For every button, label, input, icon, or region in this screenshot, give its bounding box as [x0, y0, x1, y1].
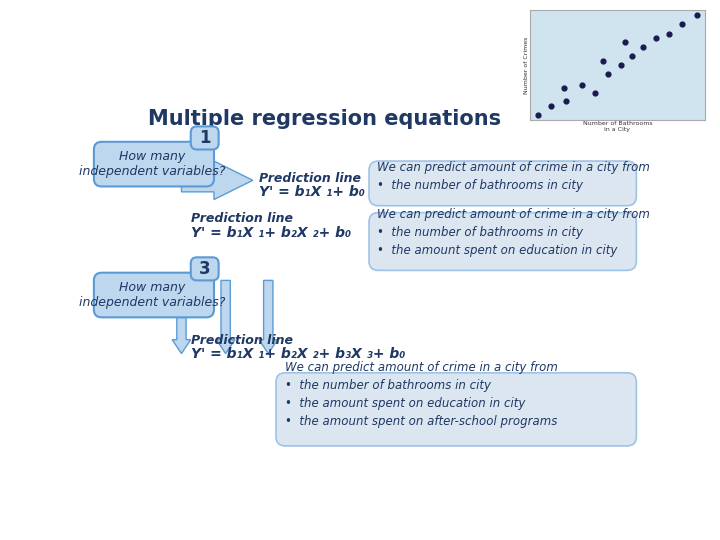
Point [598, 57, 609, 65]
Text: Prediction line: Prediction line [259, 172, 361, 185]
FancyBboxPatch shape [191, 126, 219, 150]
Point [576, 81, 588, 90]
Text: How many
independent variables?: How many independent variables? [78, 150, 225, 178]
Point [558, 84, 570, 92]
Point [663, 30, 675, 38]
Text: Prediction line: Prediction line [191, 212, 293, 225]
Point [615, 60, 626, 69]
Point [545, 101, 557, 110]
Polygon shape [181, 161, 253, 200]
Point [626, 51, 637, 60]
Text: Multiple regression equations: Multiple regression equations [148, 110, 501, 130]
Text: 1: 1 [199, 129, 210, 147]
Polygon shape [216, 280, 235, 354]
FancyBboxPatch shape [276, 373, 636, 446]
Text: Y' = b₁X ₁+ b₂X ₂+ b₀: Y' = b₁X ₁+ b₂X ₂+ b₀ [191, 226, 351, 240]
FancyBboxPatch shape [94, 273, 214, 318]
FancyBboxPatch shape [369, 213, 636, 271]
Polygon shape [172, 318, 191, 354]
FancyBboxPatch shape [191, 257, 219, 280]
Text: We can predict amount of crime in a city from
•  the number of bathrooms in city: We can predict amount of crime in a city… [285, 361, 558, 428]
Text: We can predict amount of crime in a city from
•  the number of bathrooms in city: We can predict amount of crime in a city… [377, 161, 649, 192]
Point [602, 70, 613, 79]
Text: How many
independent variables?: How many independent variables? [78, 281, 225, 309]
Point [636, 43, 648, 52]
X-axis label: Number of Bathrooms
in a City: Number of Bathrooms in a City [582, 122, 652, 132]
Text: We can predict amount of crime in a city from
•  the number of bathrooms in city: We can predict amount of crime in a city… [377, 208, 649, 257]
Point [561, 97, 572, 106]
Y-axis label: Number of Crimes: Number of Crimes [523, 36, 528, 93]
Polygon shape [259, 280, 277, 354]
Text: Y' = b₁X ₁+ b₀: Y' = b₁X ₁+ b₀ [259, 185, 365, 199]
Text: 3: 3 [199, 260, 210, 278]
Text: Y' = b₁X ₁+ b₂X ₂+ b₃X ₃+ b₀: Y' = b₁X ₁+ b₂X ₂+ b₃X ₃+ b₀ [191, 347, 405, 361]
Point [650, 33, 662, 42]
Point [532, 111, 544, 119]
FancyBboxPatch shape [369, 161, 636, 206]
Point [676, 20, 688, 29]
Point [589, 89, 600, 98]
Point [691, 11, 703, 19]
FancyBboxPatch shape [94, 142, 214, 186]
Point [619, 38, 631, 46]
Text: Prediction line: Prediction line [191, 334, 293, 347]
